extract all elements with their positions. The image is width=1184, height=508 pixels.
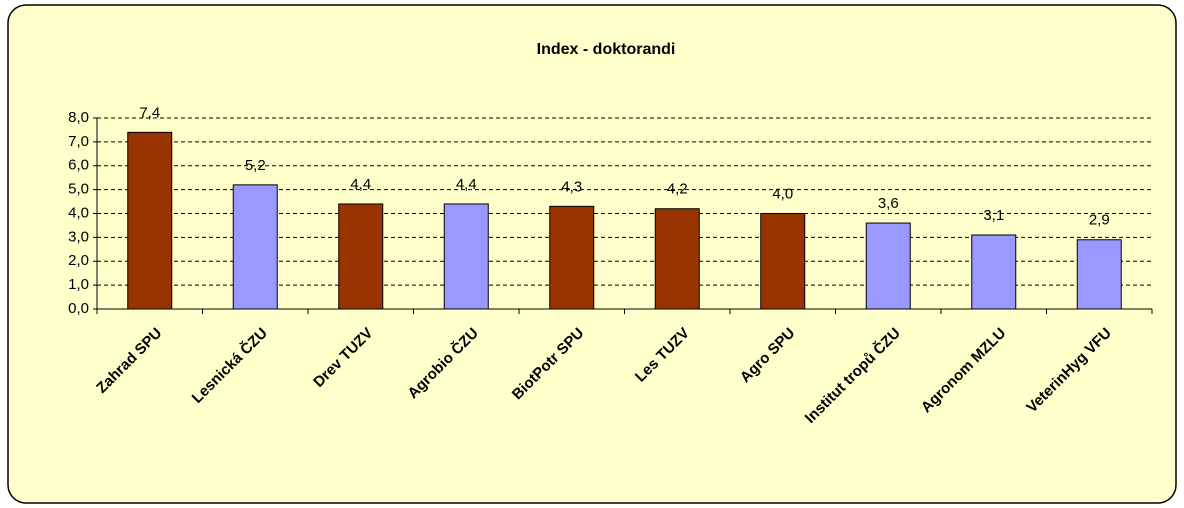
value-label: 4,4 [350,176,371,193]
bar [232,184,278,310]
y-tick-label: 8,0 [68,109,89,126]
value-label: 3,6 [878,195,899,212]
value-label: 5,2 [245,157,266,174]
y-tick-label: 6,0 [68,157,89,174]
value-label: 2,9 [1089,212,1110,229]
y-tick-label: 1,0 [68,276,89,293]
bar [549,205,595,310]
value-label: 7,4 [139,104,160,121]
bar [443,203,489,310]
y-tick-label: 2,0 [68,252,89,269]
bar [654,208,700,310]
value-label: 4,2 [667,181,688,198]
bar [1076,239,1122,310]
value-label: 4,3 [561,178,582,195]
y-tick-label: 5,0 [68,181,89,198]
value-label: 3,1 [983,207,1004,224]
bar [127,131,173,310]
bar [971,234,1017,310]
bar [338,203,384,310]
y-tick-label: 7,0 [68,133,89,150]
y-tick-label: 3,0 [68,228,89,245]
chart-title: Index - doktorandi [537,41,676,58]
bar [760,213,806,310]
value-label: 4,4 [456,176,477,193]
bar [865,222,911,310]
y-tick-label: 0,0 [68,300,89,317]
value-label: 4,0 [772,185,793,202]
y-tick-label: 4,0 [68,204,89,221]
